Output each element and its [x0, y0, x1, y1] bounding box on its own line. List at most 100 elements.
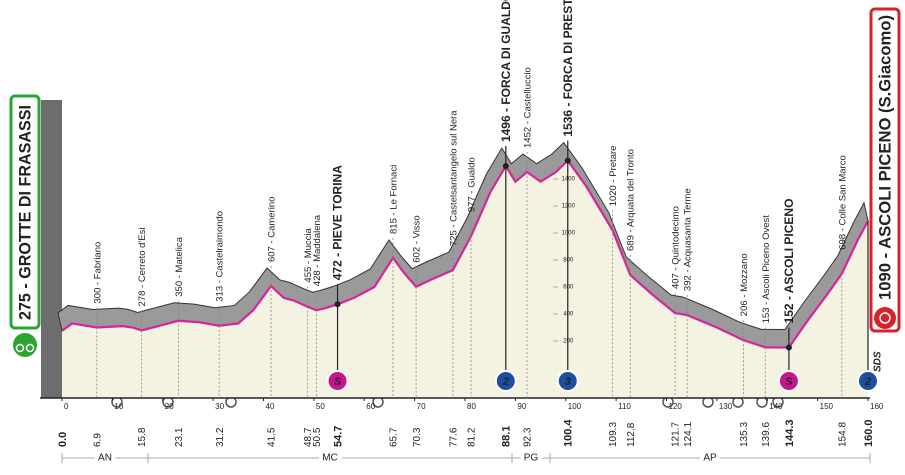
chart-layer: 200 400 600 800 1000 1200 1400 0 10 20 30 40 50 60 70 8…: [40, 0, 884, 468]
x-tick-label: 10: [114, 402, 123, 411]
finish-icon-wheel: [879, 312, 891, 324]
x-tick-label: 130: [719, 402, 733, 411]
km-label: 144.3: [784, 419, 796, 447]
waypoint-label: 689 - Arquata del Tronto: [626, 149, 637, 251]
km-label: 0.0: [57, 432, 69, 447]
region-label: AP: [703, 453, 717, 464]
km-label: 48.7: [303, 427, 314, 447]
marker-label: 2: [864, 376, 871, 388]
waypoint-label: 1536 - FORCA DI PRESTA: [561, 0, 575, 137]
x-tick-label: 100: [568, 402, 582, 411]
waypoint-dot: [334, 301, 341, 308]
waypoint-label: 350 - Matelica: [174, 236, 185, 296]
region-label: AN: [98, 453, 112, 464]
x-tick-label: 140: [769, 402, 783, 411]
km-label: 109.3: [608, 422, 619, 447]
x-tick-label: 50: [316, 402, 325, 411]
y-tick-label: 1000: [562, 231, 576, 237]
finish-box: [869, 7, 901, 333]
waypoint-label: 152 - ASCOLI PICENO: [782, 199, 796, 324]
km-label: 88.1: [501, 426, 513, 447]
waypoint-label: 300 - Fabriano: [92, 242, 103, 304]
region-label: MC: [322, 453, 338, 464]
start-label: 275 - GROTTE DI FRASASSI: [15, 105, 34, 320]
waypoint-label: 153 - Ascoli Piceno Ovest: [761, 215, 772, 324]
km-label: 92.3: [523, 427, 534, 447]
x-tick-label: 80: [467, 402, 476, 411]
km-label: 112.8: [626, 422, 637, 447]
waypoint-label: 392 - Acquasanta Terme: [683, 188, 694, 291]
waypoint-label: 428 - Maddalena: [312, 214, 323, 286]
marker-label: 3: [565, 376, 571, 388]
km-label: 23.1: [174, 427, 185, 447]
waypoint-dot: [502, 163, 509, 170]
marker-label: S: [785, 376, 793, 388]
waypoint-dot: [564, 157, 571, 164]
start-icon: [13, 333, 37, 357]
km-label: 65.7: [389, 427, 400, 447]
km-label: 41.5: [267, 427, 278, 447]
marker-label: 2: [502, 376, 509, 388]
km-label: 54.7: [332, 426, 344, 447]
x-tick-label: 90: [517, 402, 526, 411]
y-tick-label: 800: [563, 258, 574, 264]
km-label: 135.3: [739, 422, 750, 447]
y-tick-label: 600: [563, 285, 574, 291]
y-tick-label: 400: [563, 312, 574, 318]
climb-marker: 2: [857, 370, 879, 392]
x-tick-label: 160: [870, 402, 884, 411]
km-label: 81.2: [467, 427, 478, 447]
km-label: 124.1: [683, 422, 694, 447]
climb-marker: 2: [494, 370, 517, 392]
x-tick-label: 150: [820, 402, 834, 411]
waypoint-label: 407 - Quintodecimo: [671, 206, 682, 289]
waypoint-dot: [785, 344, 792, 351]
profile-line: [61, 158, 869, 349]
waypoint-label: 602 - Visso: [412, 215, 423, 262]
waypoint-label: 815 - Le Fornaci: [388, 165, 399, 234]
climb-marker: S: [326, 370, 349, 392]
sponsor: SDS: [873, 351, 884, 372]
km-label: 121.7: [671, 422, 682, 447]
x-tick-label: 0: [64, 402, 69, 411]
waypoint-label: 278 - Cerreto d'Esi: [137, 228, 148, 307]
profile-fill: [62, 160, 868, 398]
y-tick-label: 1200: [562, 204, 576, 210]
waypoint-label: 1020 - Pretare: [608, 146, 619, 207]
waypoint-label: 313 - Castelraimondo: [215, 211, 226, 302]
waypoint-label: 206 - Mozzano: [739, 253, 750, 316]
waypoint-label: 725 - Castelsantangelo sul Nera: [448, 110, 459, 246]
start-icon-wheel: [25, 343, 35, 353]
x-tick-label: 20: [165, 402, 174, 411]
km-label: 15.8: [137, 427, 148, 447]
x-tick-label: 30: [215, 402, 224, 411]
x-tick-label: 70: [417, 402, 426, 411]
waypoint-label: 1496 - FORCA DI GUALDO: [499, 0, 513, 142]
km-label: 70.3: [412, 427, 423, 447]
km-label: 50.5: [312, 427, 323, 447]
marker-circle: [326, 370, 349, 392]
km-label: 77.6: [449, 427, 460, 447]
waypoint-label: 607 - Camerino: [267, 197, 278, 262]
km-label: 6.9: [92, 433, 103, 447]
region-label: PG: [524, 453, 539, 464]
finish-label: 1090 - ASCOLI PICENO (S.Giacomo): [875, 15, 894, 300]
km-label: 154.8: [837, 422, 848, 447]
climb-marker: 3: [556, 370, 579, 392]
x-tick-label: 120: [669, 402, 683, 411]
marker-circle: [857, 370, 879, 392]
waypoint-label: 698 - Colle San Marco: [837, 155, 848, 250]
climb-marker: S: [777, 370, 800, 392]
km-label: 160.0: [863, 419, 875, 447]
km-label: 100.4: [563, 419, 575, 447]
start-icon-wheel: [15, 343, 25, 353]
start-box: [9, 94, 41, 330]
marker-circle: [494, 370, 517, 392]
marker-label: S: [334, 376, 342, 388]
marker-circle: [556, 370, 579, 392]
finish-icon: [874, 307, 896, 329]
waypoint-label: 1452 - Castelluccio: [522, 67, 533, 148]
y-tick-label: 1400: [562, 177, 576, 183]
waypoint-label: 977 - Gualdo: [467, 157, 478, 212]
